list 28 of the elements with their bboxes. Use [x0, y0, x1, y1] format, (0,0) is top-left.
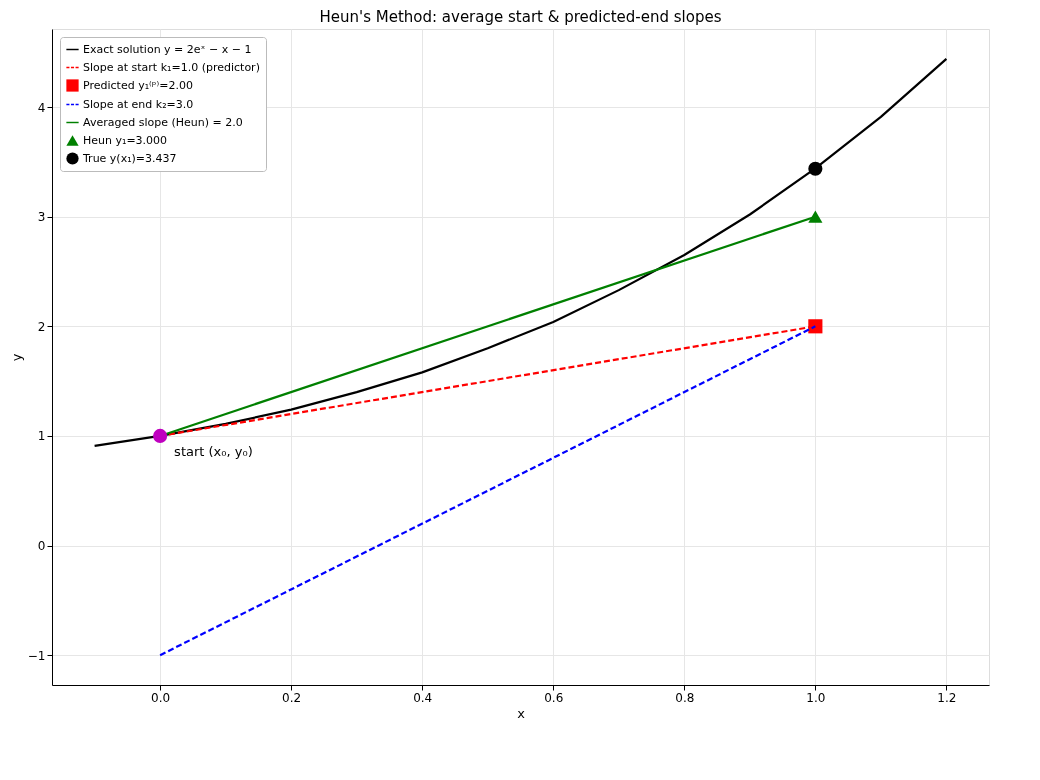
- y-tick-label: 4: [37, 100, 46, 115]
- legend-label: Slope at start k₁=1.0 (predictor): [83, 60, 260, 74]
- x-tick-label: 1.2: [937, 690, 957, 705]
- point: [808, 161, 823, 176]
- x-tick-label: 0.2: [282, 690, 302, 705]
- x-tick-label: 0.0: [151, 690, 171, 705]
- y-tick-label: 2: [37, 319, 46, 334]
- point: [153, 428, 168, 443]
- legend-label: Exact solution y = 2eˣ − x − 1: [83, 42, 252, 56]
- legend-label: Predicted y₁⁽ᵖ⁾=2.00: [83, 78, 193, 92]
- y-tick-label: 0: [37, 539, 46, 554]
- x-tick-label: 0.6: [544, 690, 564, 705]
- x-tick-label: 0.4: [413, 690, 433, 705]
- x-tick-label: 0.8: [675, 690, 695, 705]
- x-axis-title: x: [517, 705, 526, 721]
- legend-label: Heun y₁=3.000: [83, 133, 168, 147]
- legend-label: True y(x₁)=3.437: [82, 151, 177, 165]
- legend-label: Averaged slope (Heun) = 2.0: [83, 115, 243, 129]
- annotation: start (x₀, y₀): [174, 443, 253, 459]
- chart-title: Heun's Method: average start & predicted-end slopes: [319, 8, 722, 26]
- x-tick-label: 1.0: [806, 690, 826, 705]
- point: [808, 319, 823, 334]
- y-axis-title: y: [8, 353, 24, 362]
- y-tick-label: 3: [37, 210, 46, 225]
- point: [808, 210, 823, 223]
- y-tick-label: 1: [37, 429, 46, 444]
- legend-label: Slope at end k₂=3.0: [83, 97, 194, 111]
- y-tick-label: −1: [27, 648, 46, 663]
